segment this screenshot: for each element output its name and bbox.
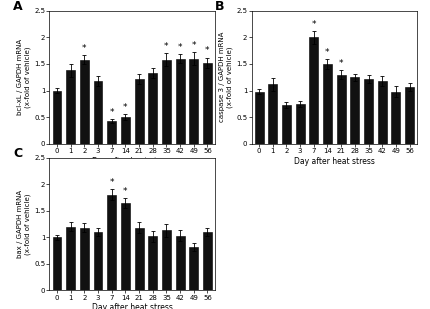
Bar <box>107 121 116 144</box>
Text: *: * <box>325 48 330 57</box>
Bar <box>203 232 212 290</box>
Text: *: * <box>205 46 210 55</box>
Bar <box>80 228 89 290</box>
Text: *: * <box>178 43 182 52</box>
Bar <box>121 117 130 144</box>
Bar <box>296 104 304 144</box>
Bar <box>66 70 75 144</box>
Bar <box>364 79 373 144</box>
Bar <box>405 87 414 144</box>
Bar <box>176 59 184 144</box>
Text: *: * <box>110 178 114 187</box>
X-axis label: Day after heat stress: Day after heat stress <box>294 157 375 166</box>
Bar <box>162 60 171 144</box>
Text: *: * <box>164 42 169 51</box>
Bar <box>350 77 359 144</box>
X-axis label: Day after heat stress: Day after heat stress <box>92 157 173 166</box>
Bar <box>135 79 144 144</box>
Bar <box>282 105 291 144</box>
Text: *: * <box>110 108 114 117</box>
Bar <box>107 195 116 290</box>
Y-axis label: bcl-xL / GAPDH mRNA
(x-fold of vehicle): bcl-xL / GAPDH mRNA (x-fold of vehicle) <box>17 39 31 115</box>
X-axis label: Day after heat stress: Day after heat stress <box>92 303 173 309</box>
Bar <box>203 63 212 144</box>
Text: C: C <box>13 147 22 160</box>
Bar <box>148 73 157 144</box>
Text: *: * <box>82 44 86 53</box>
Bar <box>391 91 400 144</box>
Bar <box>121 203 130 290</box>
Bar <box>323 64 332 144</box>
Bar <box>66 227 75 290</box>
Bar <box>189 247 198 290</box>
Text: A: A <box>13 0 23 13</box>
Bar <box>135 228 144 290</box>
Y-axis label: caspase 3 / GAPDH mRNA
(x-fold of vehicle): caspase 3 / GAPDH mRNA (x-fold of vehicl… <box>219 32 233 122</box>
Text: B: B <box>215 0 224 13</box>
Bar <box>80 60 89 144</box>
Bar <box>309 37 318 144</box>
Bar <box>189 59 198 144</box>
Text: *: * <box>191 41 196 50</box>
Bar <box>148 236 157 290</box>
Text: *: * <box>123 187 128 196</box>
Text: *: * <box>123 103 128 112</box>
Text: *: * <box>339 59 344 68</box>
Bar <box>94 81 102 144</box>
Bar <box>378 81 387 144</box>
Y-axis label: bax / GAPDH mRNA
(x-fold of vehicle): bax / GAPDH mRNA (x-fold of vehicle) <box>17 190 31 258</box>
Bar <box>52 91 61 144</box>
Bar <box>176 236 184 290</box>
Bar <box>162 231 171 290</box>
Text: *: * <box>312 20 316 29</box>
Bar <box>52 237 61 290</box>
Bar <box>268 84 277 144</box>
Bar <box>337 74 346 144</box>
Bar <box>94 232 102 290</box>
Bar <box>255 91 264 144</box>
